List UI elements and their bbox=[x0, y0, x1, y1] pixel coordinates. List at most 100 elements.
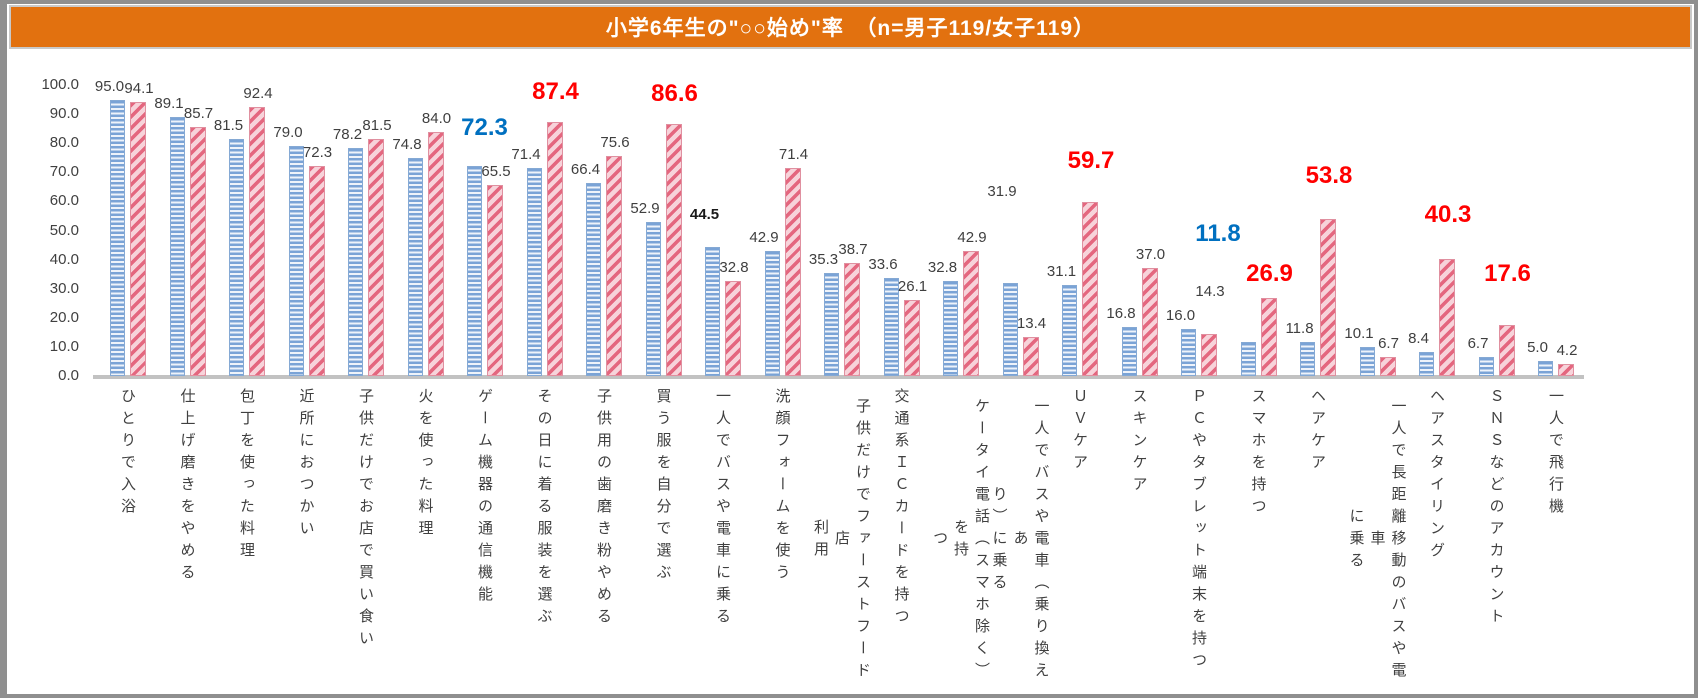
category-label-22: ヘアスタイリング bbox=[1428, 388, 1445, 564]
category-label-9: 買う服を自分で選ぶ bbox=[654, 388, 672, 586]
value-label-female-13: 26.1 bbox=[897, 278, 928, 296]
bar-female-23 bbox=[1498, 324, 1515, 376]
value-label-female-7: 87.4 bbox=[532, 78, 579, 105]
bar-female-4 bbox=[368, 138, 384, 376]
bar-female-3 bbox=[308, 165, 325, 376]
value-label-female-14: 42.9 bbox=[957, 229, 987, 247]
category-label-1: 仕上げ磨きをやめる bbox=[178, 388, 196, 586]
category-label-23: ＳＮＳなどのアカウント bbox=[1487, 388, 1505, 630]
value-label-male-15: 31.9 bbox=[987, 183, 1017, 200]
bar-female-2 bbox=[249, 107, 265, 376]
bar-male-6 bbox=[467, 165, 482, 376]
y-axis-tick: 50.0 bbox=[49, 221, 79, 239]
value-label-male-24: 5.0 bbox=[1527, 339, 1548, 357]
category-label-13: 交通系ＩＣカードを持つ bbox=[892, 388, 910, 630]
value-label-female-1: 85.7 bbox=[183, 104, 214, 122]
bar-female-9 bbox=[665, 123, 682, 376]
bar-female-0 bbox=[130, 102, 146, 376]
value-label-female-9: 86.6 bbox=[651, 80, 698, 107]
value-label-male-11: 42.9 bbox=[749, 229, 779, 247]
value-label-male-12: 35.3 bbox=[808, 251, 839, 269]
bar-female-18 bbox=[1201, 334, 1217, 376]
bar-female-22 bbox=[1439, 258, 1455, 376]
value-label-male-7: 71.4 bbox=[511, 146, 541, 164]
value-label-male-23: 6.7 bbox=[1467, 334, 1489, 352]
bar-male-9 bbox=[645, 222, 661, 376]
value-label-female-4: 81.5 bbox=[362, 116, 392, 134]
value-label-female-18: 14.3 bbox=[1195, 283, 1225, 300]
value-label-male-5: 74.8 bbox=[392, 136, 422, 154]
bar-male-11 bbox=[764, 251, 780, 376]
value-label-female-10: 32.8 bbox=[719, 258, 749, 276]
category-label-8: 子供用の歯磨き粉やめる bbox=[595, 388, 612, 630]
value-label-female-12: 38.7 bbox=[838, 241, 868, 259]
category-label-17: スキンケア bbox=[1130, 388, 1148, 498]
value-label-female-17: 37.0 bbox=[1135, 246, 1166, 264]
bar-female-10 bbox=[725, 280, 741, 376]
value-label-male-0: 95.0 bbox=[94, 77, 125, 95]
bar-female-21 bbox=[1379, 356, 1396, 376]
category-label-14: ケータイ電話（スマホ除く）を持 つ bbox=[931, 398, 990, 684]
bar-female-1 bbox=[189, 126, 206, 376]
category-label-0: ひとりで入浴 bbox=[119, 388, 136, 520]
value-label-female-15: 13.4 bbox=[1016, 315, 1047, 332]
value-label-female-19: 26.9 bbox=[1246, 260, 1293, 287]
value-label-male-4: 78.2 bbox=[332, 126, 363, 144]
value-label-female-24: 4.2 bbox=[1556, 341, 1578, 359]
chart-title-bar: 小学6年生の"○○始め"率 （n=男子119/女子119） bbox=[9, 5, 1692, 49]
value-label-male-19: 11.8 bbox=[1195, 220, 1241, 247]
bar-female-15 bbox=[1022, 337, 1039, 376]
bar-female-13 bbox=[903, 300, 920, 376]
value-label-female-20: 53.8 bbox=[1305, 162, 1353, 189]
bar-male-8 bbox=[586, 182, 601, 376]
bar-male-14 bbox=[943, 280, 958, 376]
category-label-21: 一人で長距離移動のバスや電車 に乗る bbox=[1347, 398, 1407, 684]
bar-male-12 bbox=[824, 273, 839, 376]
bar-female-19 bbox=[1260, 297, 1277, 376]
bar-female-11 bbox=[784, 168, 801, 376]
category-label-6: ゲーム機器の通信機能 bbox=[476, 388, 493, 608]
bar-male-17 bbox=[1121, 327, 1137, 376]
category-label-16: ＵＶケア bbox=[1071, 388, 1088, 476]
value-label-male-8: 66.4 bbox=[570, 160, 601, 178]
value-label-female-3: 72.3 bbox=[302, 143, 333, 161]
bar-female-14 bbox=[963, 251, 979, 376]
value-label-male-6: 72.3 bbox=[461, 114, 508, 141]
value-label-male-1: 89.1 bbox=[154, 94, 184, 112]
y-axis-tick: 60.0 bbox=[49, 192, 79, 210]
bar-male-20 bbox=[1300, 341, 1315, 376]
bar-female-7 bbox=[546, 121, 563, 376]
value-label-female-6: 65.5 bbox=[481, 163, 511, 181]
bar-male-13 bbox=[883, 278, 899, 376]
bar-male-10 bbox=[705, 246, 720, 376]
category-label-15: 一人でバスや電車（乗り換えあ り）に乗る bbox=[990, 398, 1050, 684]
bar-male-5 bbox=[407, 158, 423, 376]
y-axis-tick: 70.0 bbox=[49, 163, 79, 181]
category-label-10: 一人でバスや電車に乗る bbox=[714, 388, 731, 630]
category-label-20: ヘアケア bbox=[1309, 388, 1326, 476]
x-axis-line bbox=[93, 375, 1584, 379]
value-label-female-8: 75.6 bbox=[600, 134, 630, 151]
chart-title: 小学6年生の"○○始め"率 （n=男子119/女子119） bbox=[605, 17, 1096, 40]
value-label-male-18: 16.0 bbox=[1165, 307, 1196, 325]
bar-male-21 bbox=[1359, 346, 1375, 376]
bar-male-15 bbox=[1002, 283, 1018, 376]
category-label-5: 火を使った料理 bbox=[416, 388, 434, 542]
value-label-female-23: 17.6 bbox=[1484, 260, 1531, 287]
y-axis-tick: 100.0 bbox=[41, 76, 79, 93]
category-label-2: 包丁を使った料理 bbox=[238, 388, 255, 564]
bar-female-12 bbox=[844, 263, 860, 376]
bar-female-16 bbox=[1082, 202, 1098, 376]
y-axis-tick: 0.0 bbox=[58, 367, 79, 384]
value-label-male-10: 44.5 bbox=[689, 206, 720, 223]
bar-female-24 bbox=[1558, 363, 1574, 376]
value-label-male-3: 79.0 bbox=[273, 124, 303, 142]
bar-male-7 bbox=[526, 168, 542, 376]
value-label-male-13: 33.6 bbox=[868, 256, 898, 274]
value-label-male-16: 31.1 bbox=[1046, 263, 1077, 281]
value-label-male-2: 81.5 bbox=[213, 116, 244, 134]
value-label-female-22: 40.3 bbox=[1424, 201, 1472, 228]
value-label-female-16: 59.7 bbox=[1067, 147, 1115, 174]
y-axis-tick: 20.0 bbox=[49, 308, 79, 326]
category-label-4: 子供だけでお店で買い食い bbox=[357, 388, 374, 652]
